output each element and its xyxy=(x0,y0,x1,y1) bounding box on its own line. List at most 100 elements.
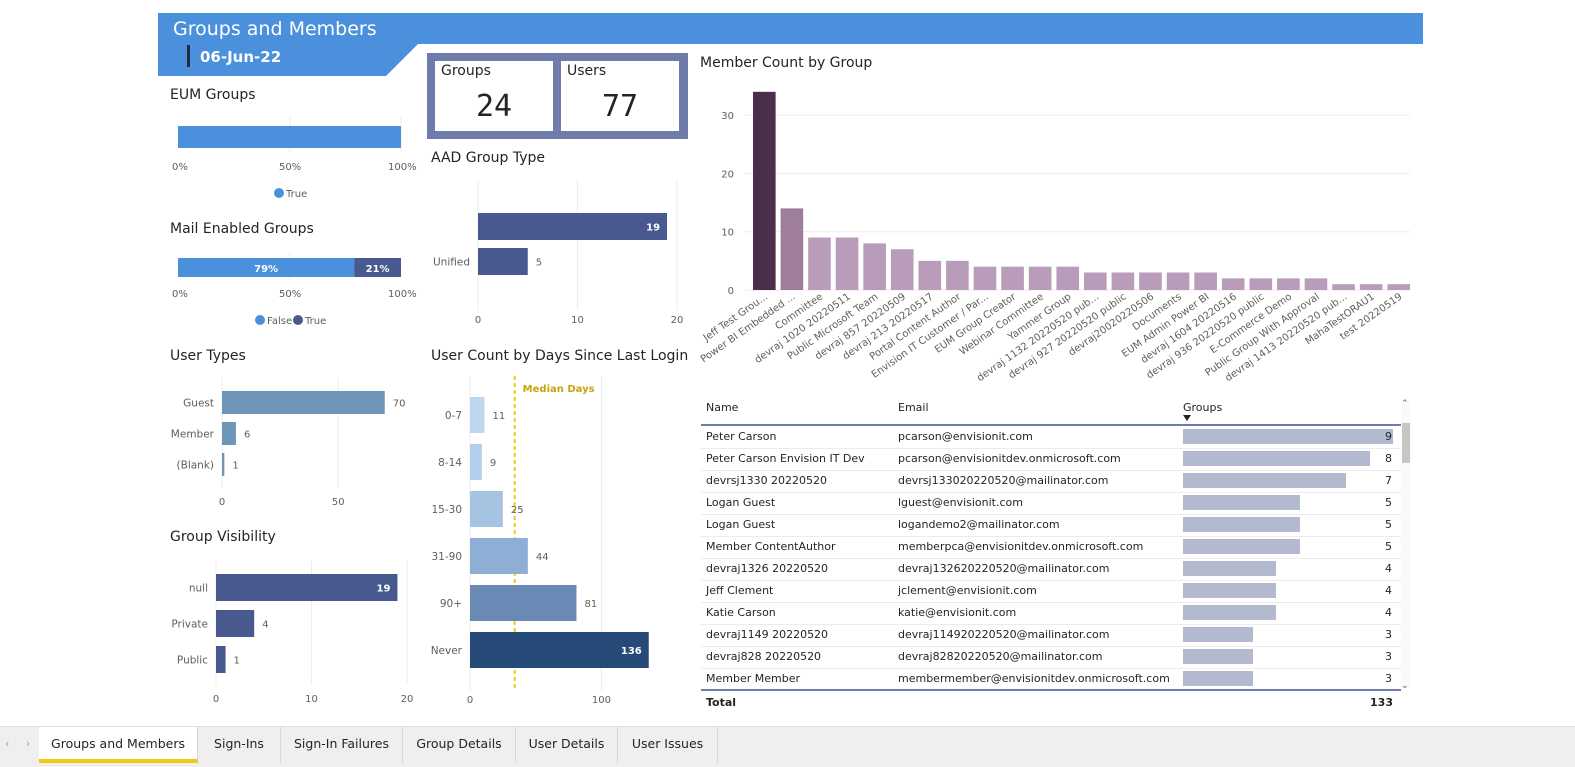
bar[interactable] xyxy=(1111,272,1135,290)
kpi-card-groups[interactable]: Groups 24 xyxy=(435,61,553,131)
bar[interactable] xyxy=(222,453,225,476)
scroll-up-icon[interactable]: ⌃ xyxy=(1401,399,1409,409)
bar[interactable] xyxy=(470,444,482,480)
bar[interactable] xyxy=(470,538,528,574)
bar[interactable] xyxy=(1304,278,1328,290)
sort-descending-icon[interactable] xyxy=(1182,414,1192,422)
bar[interactable] xyxy=(1166,272,1190,290)
data-label: 25 xyxy=(511,505,524,516)
table-body[interactable]: Peter Carson pcarson@envisionit.com 9 Peter… xyxy=(701,426,1401,688)
cell-name: devraj828 20220520 xyxy=(706,650,822,663)
bar[interactable] xyxy=(753,91,776,290)
axis-tick: 0% xyxy=(172,162,188,173)
groups-databar xyxy=(1183,429,1393,444)
column-header-email[interactable]: Email xyxy=(898,401,929,414)
tab-group-details[interactable]: Group Details xyxy=(403,727,516,763)
tab-scroll-left-icon[interactable]: ‹ xyxy=(5,737,10,750)
user-groups-table[interactable]: Name Email Groups Peter Carson pcarson@en… xyxy=(701,397,1411,712)
table-scrollbar[interactable] xyxy=(1401,401,1411,688)
column-header-name[interactable]: Name xyxy=(706,401,739,414)
table-row[interactable]: devrsj1330 20220520 devrsj133020220520@ma… xyxy=(701,470,1401,493)
cell-groups: 7 xyxy=(1385,474,1392,487)
aad-group-type-chart[interactable]: 0 10 20 19 Unified 5 xyxy=(427,180,687,330)
table-row[interactable]: Member ContentAuthor memberpca@envisionit… xyxy=(701,536,1401,559)
table-row[interactable]: Peter Carson pcarson@envisionit.com 9 xyxy=(701,426,1401,449)
bar[interactable] xyxy=(780,208,804,290)
table-row[interactable]: Katie Carson katie@envisionit.com 4 xyxy=(701,602,1401,625)
category-label: Unified xyxy=(433,257,470,269)
table-row[interactable]: devraj1149 20220520 devraj114920220520@ma… xyxy=(701,624,1401,647)
bar[interactable] xyxy=(216,646,226,673)
bar[interactable] xyxy=(1194,272,1217,290)
bar[interactable] xyxy=(216,610,255,637)
bar[interactable] xyxy=(222,422,236,445)
bar[interactable] xyxy=(1221,278,1245,290)
bar[interactable] xyxy=(1359,284,1383,290)
bar[interactable] xyxy=(1001,266,1024,290)
bar[interactable] xyxy=(1084,272,1107,290)
bar[interactable] xyxy=(1332,284,1355,290)
legend-label: True xyxy=(304,316,326,327)
tab-sign-in-failures[interactable]: Sign-In Failures xyxy=(281,727,403,763)
cell-groups: 4 xyxy=(1385,562,1392,575)
table-row[interactable]: devraj1326 20220520 devraj132620220520@ma… xyxy=(701,558,1401,581)
bar[interactable] xyxy=(470,491,503,527)
table-row[interactable]: Member Member membermember@envisionitdev.… xyxy=(701,668,1401,688)
tab-scroll-right-icon[interactable]: › xyxy=(26,737,31,750)
tab-user-issues[interactable]: User Issues xyxy=(618,727,718,763)
legend-label: False xyxy=(267,316,292,327)
mail-bar-false[interactable] xyxy=(178,258,355,277)
user-types-chart[interactable]: 0 50 Guest 70 Member 6 (Blank) 1 xyxy=(170,378,420,513)
bar[interactable] xyxy=(1387,284,1411,290)
tab-sign-ins[interactable]: Sign-Ins xyxy=(198,727,281,763)
bar[interactable] xyxy=(216,574,398,601)
column-header-groups[interactable]: Groups xyxy=(1183,401,1223,414)
bar[interactable] xyxy=(1277,278,1300,290)
scrollbar-thumb[interactable] xyxy=(1402,423,1410,463)
bar[interactable] xyxy=(478,248,528,275)
bar[interactable] xyxy=(863,243,886,290)
login-days-chart[interactable]: 0 100 Median Days 0-7 11 8-14 9 15-30 25 31-90 44 9… xyxy=(427,376,687,708)
data-label: 136 xyxy=(621,646,642,657)
kpi-card-users[interactable]: Users 77 xyxy=(561,61,679,131)
bar[interactable] xyxy=(946,260,969,290)
bar[interactable] xyxy=(1028,266,1052,290)
mail-bar-true[interactable] xyxy=(354,258,401,277)
header-banner xyxy=(158,13,1423,44)
bar[interactable] xyxy=(222,391,385,414)
table-row[interactable]: Logan Guest logandemo2@mailinator.com 5 xyxy=(701,514,1401,537)
category-label: 15-30 xyxy=(431,504,462,516)
groups-databar xyxy=(1183,495,1300,510)
bar[interactable] xyxy=(808,237,831,290)
bar[interactable] xyxy=(835,237,859,290)
bar[interactable] xyxy=(890,249,914,290)
groups-databar xyxy=(1183,627,1253,642)
bar[interactable] xyxy=(478,213,668,240)
tab-groups-and-members[interactable]: Groups and Members xyxy=(39,727,198,763)
bar[interactable] xyxy=(470,632,649,668)
scroll-down-icon[interactable]: ⌄ xyxy=(1401,681,1409,691)
axis-tick: 0 xyxy=(467,695,473,706)
bar[interactable] xyxy=(470,397,485,433)
table-row[interactable]: Logan Guest lguest@envisionit.com 5 xyxy=(701,492,1401,515)
legend-dot-false xyxy=(255,315,265,325)
eum-bar-true[interactable] xyxy=(178,126,401,148)
category-label: 90+ xyxy=(440,598,462,610)
bar[interactable] xyxy=(973,266,997,290)
tab-user-details[interactable]: User Details xyxy=(516,727,618,763)
cell-email: memberpca@envisionitdev.onmicrosoft.com xyxy=(898,540,1144,553)
bar[interactable] xyxy=(470,585,577,621)
table-row[interactable]: Peter Carson Envision IT Dev pcarson@envi… xyxy=(701,448,1401,471)
eum-groups-chart[interactable]: 0% 50% 100% True xyxy=(170,110,420,205)
bar[interactable] xyxy=(1249,278,1273,290)
mail-enabled-chart[interactable]: 79% 21% 0% 50% 100% False True xyxy=(170,250,420,332)
data-label: 6 xyxy=(244,430,250,441)
group-visibility-chart[interactable]: 0 10 20 null 19 Private 4 Public 1 xyxy=(170,560,420,708)
bar[interactable] xyxy=(918,260,942,290)
axis-tick: 0 xyxy=(213,694,219,705)
table-row[interactable]: devraj828 20220520 devraj82820220520@mail… xyxy=(701,646,1401,669)
bar[interactable] xyxy=(1056,266,1080,290)
table-row[interactable]: Jeff Clement jclement@envisionit.com 4 xyxy=(701,580,1401,603)
bar[interactable] xyxy=(1139,272,1162,290)
